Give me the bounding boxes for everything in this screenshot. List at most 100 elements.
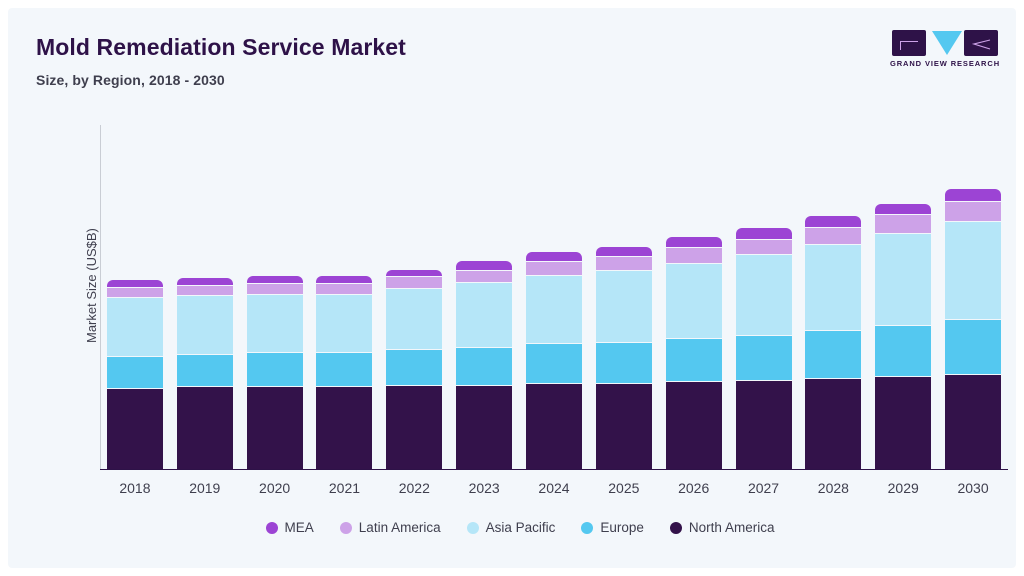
bar-segment-latin-america[interactable] (665, 247, 722, 263)
bar-segment-asia-pacific[interactable] (246, 293, 303, 353)
bar-segment-latin-america[interactable] (456, 269, 513, 282)
bar-segment-mea[interactable] (386, 269, 443, 277)
legend-label: MEA (284, 520, 314, 535)
bar-segment-north-america[interactable] (106, 388, 163, 469)
bar-segment-europe[interactable] (805, 329, 862, 378)
page-title: Mold Remediation Service Market (36, 34, 406, 60)
stacked-bar[interactable] (316, 276, 373, 469)
bar-segment-mea[interactable] (665, 236, 722, 248)
bar-segment-latin-america[interactable] (386, 276, 443, 289)
legend-item-asia-pacific[interactable]: Asia Pacific (466, 520, 556, 535)
bar-slot (240, 125, 310, 469)
stacked-bar[interactable] (805, 216, 862, 469)
bar-segment-north-america[interactable] (665, 381, 722, 469)
bar-segment-mea[interactable] (456, 260, 513, 270)
bar-segment-mea[interactable] (525, 252, 582, 261)
bar-segment-mea[interactable] (735, 228, 792, 239)
bar-segment-mea[interactable] (945, 188, 1002, 201)
bar-segment-north-america[interactable] (316, 386, 373, 469)
bar-segment-asia-pacific[interactable] (875, 233, 932, 325)
bar-slot (868, 125, 938, 469)
bar-slot (100, 125, 170, 469)
bar-segment-europe[interactable] (176, 353, 233, 387)
stacked-bar[interactable] (735, 228, 792, 469)
bar-segment-latin-america[interactable] (945, 200, 1002, 222)
legend-item-latin-america[interactable]: Latin America (339, 520, 441, 535)
bar-segment-north-america[interactable] (176, 386, 233, 469)
bar-segment-asia-pacific[interactable] (106, 297, 163, 356)
bar-segment-europe[interactable] (945, 319, 1002, 375)
stacked-bar[interactable] (106, 279, 163, 469)
bar-segment-latin-america[interactable] (106, 286, 163, 298)
stacked-bar[interactable] (665, 236, 722, 469)
bar-segment-latin-america[interactable] (525, 260, 582, 275)
x-tick-label: 2019 (189, 480, 221, 496)
bar-segment-north-america[interactable] (386, 384, 443, 469)
bar-segment-north-america[interactable] (595, 383, 652, 469)
legend-item-mea[interactable]: MEA (265, 520, 314, 535)
bar-segment-europe[interactable] (665, 338, 722, 382)
stacked-bar[interactable] (595, 247, 652, 469)
bar-segment-latin-america[interactable] (595, 255, 652, 270)
bar-segment-europe[interactable] (735, 334, 792, 380)
bar-segment-asia-pacific[interactable] (735, 254, 792, 335)
bar-segment-asia-pacific[interactable] (805, 243, 862, 330)
bar-segment-europe[interactable] (316, 352, 373, 387)
stacked-bar[interactable] (176, 278, 233, 469)
bar-segment-latin-america[interactable] (316, 283, 373, 294)
bar-segment-north-america[interactable] (246, 386, 303, 469)
bar-segment-asia-pacific[interactable] (316, 293, 373, 353)
bar-segment-north-america[interactable] (805, 377, 862, 469)
stacked-bar[interactable]: $1.5 (945, 188, 1002, 469)
legend-item-europe[interactable]: Europe (581, 520, 644, 535)
bar-slot: $1.3 (519, 125, 589, 469)
bar-segment-latin-america[interactable] (875, 214, 932, 234)
stacked-bar[interactable]: $1.2 (456, 260, 513, 469)
bar-group: $1.2$1.3 $1.5 (100, 125, 1008, 469)
bar-segment-europe[interactable] (106, 355, 163, 389)
bar-segment-north-america[interactable] (525, 383, 582, 469)
bar-segment-europe[interactable] (875, 324, 932, 377)
bar-segment-mea[interactable] (246, 276, 303, 284)
bar-segment-mea[interactable] (875, 204, 932, 215)
bar-segment-north-america[interactable] (735, 379, 792, 469)
chart-card: Mold Remediation Service Market Size, by… (8, 8, 1016, 568)
bar-segment-mea[interactable] (805, 216, 862, 227)
bar-segment-latin-america[interactable] (176, 285, 233, 296)
bar-segment-mea[interactable] (106, 279, 163, 287)
stacked-bar[interactable] (386, 269, 443, 469)
bar-segment-latin-america[interactable] (805, 226, 862, 244)
bar-segment-asia-pacific[interactable] (595, 269, 652, 342)
bar-segment-europe[interactable] (595, 341, 652, 383)
bar-slot (310, 125, 380, 469)
bar-slot (379, 125, 449, 469)
bar-segment-mea[interactable] (176, 278, 233, 285)
x-tick-label: 2022 (398, 480, 430, 496)
bar-segment-europe[interactable] (525, 343, 582, 383)
bar-segment-europe[interactable] (386, 348, 443, 385)
bar-segment-latin-america[interactable] (246, 283, 303, 294)
bar-segment-asia-pacific[interactable] (386, 288, 443, 349)
stacked-bar[interactable] (246, 276, 303, 469)
stacked-bar[interactable]: $1.3 (525, 252, 582, 469)
stacked-bar[interactable] (875, 204, 932, 469)
logo-marks (886, 30, 1004, 56)
bar-segment-asia-pacific[interactable] (456, 281, 513, 347)
legend-item-north-america[interactable]: North America (669, 520, 775, 535)
chart-legend: MEA Latin America Asia Pacific Europe North … (8, 520, 1024, 535)
bar-segment-asia-pacific[interactable] (176, 295, 233, 354)
bar-segment-north-america[interactable] (945, 374, 1002, 469)
legend-label: Asia Pacific (485, 520, 556, 535)
bar-segment-asia-pacific[interactable] (665, 262, 722, 339)
legend-label: North America (688, 520, 775, 535)
bar-segment-europe[interactable] (246, 352, 303, 387)
bar-segment-latin-america[interactable] (735, 238, 792, 255)
bar-segment-asia-pacific[interactable] (525, 274, 582, 344)
bar-segment-mea[interactable] (595, 247, 652, 256)
bar-segment-north-america[interactable] (875, 376, 932, 469)
bar-segment-north-america[interactable] (456, 384, 513, 469)
legend-swatch-icon (669, 521, 682, 534)
bar-segment-mea[interactable] (316, 276, 373, 284)
bar-segment-asia-pacific[interactable] (945, 221, 1002, 320)
bar-segment-europe[interactable] (456, 346, 513, 385)
